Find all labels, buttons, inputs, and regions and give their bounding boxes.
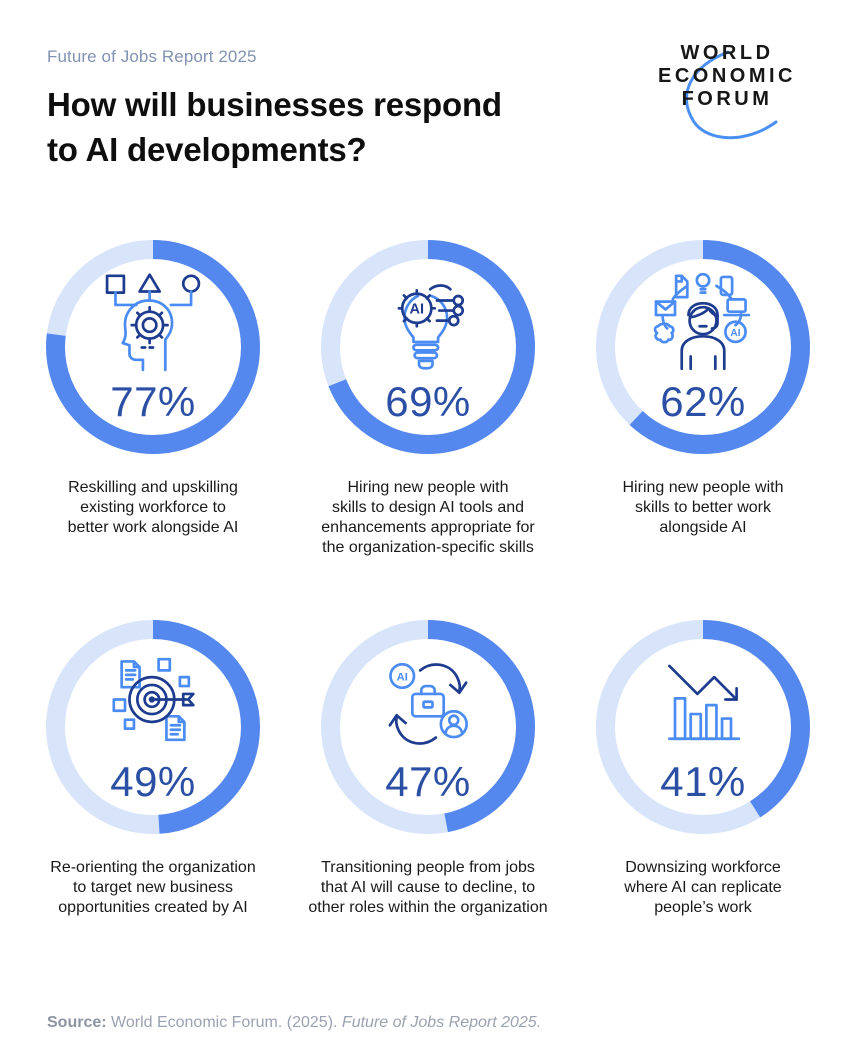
donut-ring — [596, 620, 810, 834]
stat-caption: Hiring new people with skills to design … — [321, 479, 535, 556]
donut-ring — [321, 240, 535, 454]
target-arrow-documents-icon — [112, 657, 195, 742]
stat-card-hiring-ai-workers: AI 62% Hiring new people with skills to … — [596, 240, 810, 620]
svg-text:AI: AI — [397, 671, 408, 683]
donut-ring — [46, 620, 260, 834]
percentage-value: 69% — [385, 378, 471, 425]
page-title: How will businesses respond to AI develo… — [47, 86, 502, 168]
head-gear-ideas-icon — [105, 273, 201, 372]
declining-bar-chart-icon — [668, 664, 741, 741]
svg-text:AI: AI — [730, 328, 740, 339]
donut-chart-49: 49% — [46, 620, 260, 834]
donut-inner: AI 62% — [615, 259, 791, 435]
donut-inner: AI 47% — [340, 639, 516, 815]
percentage-value: 62% — [660, 378, 746, 425]
source-text: World Economic Forum. (2025). — [106, 1014, 342, 1031]
percentage-value: 41% — [660, 758, 746, 805]
source-line: Source: World Economic Forum. (2025). Fu… — [47, 1014, 850, 1032]
percentage-value: 49% — [110, 758, 196, 805]
report-eyebrow: Future of Jobs Report 2025 — [47, 47, 257, 66]
donut-inner: 41% — [615, 639, 791, 815]
donut-chart-69: AI 69% — [321, 240, 535, 454]
stat-card-hiring-ai-designers: AI 69% Hiring new people with skills to … — [321, 240, 535, 620]
donut-chart-47: AI 47% — [321, 620, 535, 834]
donut-ring — [321, 620, 535, 834]
percentage-value: 77% — [110, 378, 196, 425]
donut-chart-41: 41% — [596, 620, 810, 834]
stat-caption: Transitioning people from jobs that AI w… — [308, 859, 548, 916]
ai-lightbulb-circuit-icon: AI — [397, 284, 465, 370]
donut-inner: 77% — [65, 259, 241, 435]
wef-logo-line3: FORUM — [681, 88, 773, 110]
donut-ring — [46, 240, 260, 454]
donut-chart-77: 77% — [46, 240, 260, 454]
source-label: Source: — [47, 1014, 107, 1031]
source-report-title: Future of Jobs Report 2025. — [341, 1014, 542, 1031]
stat-caption: Downsizing workforce where AI can replic… — [624, 859, 782, 916]
stat-caption: Reskilling and upskilling existing workf… — [67, 479, 239, 536]
person-skills-network-icon: AI — [653, 272, 751, 371]
donut-grid: 77% Reskilling and upskilling existing w… — [46, 240, 850, 1000]
role-transition-cycle-icon: AI — [388, 662, 468, 745]
donut-chart-62: AI 62% — [596, 240, 810, 454]
percentage-value: 47% — [385, 758, 471, 805]
stat-card-downsizing: 41% Downsizing workforce where AI can re… — [596, 620, 810, 1000]
svg-text:AI: AI — [410, 301, 425, 317]
donut-inner: AI 69% — [340, 259, 516, 435]
wef-logo-text: WORLD ECONOMIC FORUM — [642, 42, 812, 111]
donut-ring — [596, 240, 810, 454]
wef-logo-line1: WORLD — [680, 42, 774, 64]
stat-caption: Hiring new people with skills to better … — [622, 479, 784, 536]
stat-card-reskilling: 77% Reskilling and upskilling existing w… — [46, 240, 260, 620]
wef-logo-line2: ECONOMIC — [658, 65, 796, 87]
page-header: Future of Jobs Report 2025 How will busi… — [0, 0, 850, 172]
stat-card-reorienting: 49% Re-orienting the organization to tar… — [46, 620, 260, 1000]
stat-card-transitioning: AI 47% Transitioning people from jobs th… — [308, 620, 548, 1000]
donut-inner: 49% — [65, 639, 241, 815]
wef-logo: WORLD ECONOMIC FORUM — [642, 42, 812, 140]
stat-caption: Re-orienting the organization to target … — [50, 859, 256, 916]
